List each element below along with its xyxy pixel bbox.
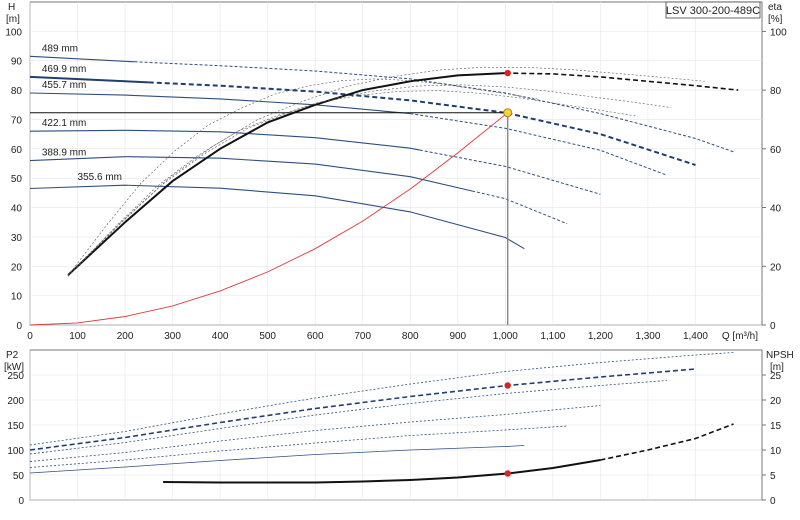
y-tick-label: 10 (11, 292, 23, 303)
head-curve-2 (29, 92, 411, 115)
y-axis-unit: [m] (6, 14, 20, 25)
head-curve-0 (29, 55, 135, 63)
x-tick-label: 1,000 (493, 331, 518, 342)
y2-axis-label: eta (768, 2, 782, 13)
y-tick-label: 40 (11, 204, 23, 215)
npsh-curve (163, 459, 601, 484)
npsh-tick-label: 5 (770, 471, 776, 482)
x-tick-label: 300 (164, 331, 181, 342)
power-curve-4 (29, 425, 568, 468)
bottom-panel: 0 50 100 150 200 250 0 5 10 15 20 25 P2[kW] NPSH[m] (4, 349, 794, 507)
x-tick-label: 1,400 (683, 331, 708, 342)
y-tick-label: 60 (11, 145, 23, 156)
head-curve-label: 355.6 mm (78, 172, 122, 183)
p2-tick-label: 250 (7, 371, 24, 382)
top-panel: 0 100 200 300 400 500 600 700 800 900 1,000 1,100 1,… (5, 1, 787, 342)
power-curve-0 (29, 352, 734, 446)
x-tick-label: 0 (27, 331, 33, 342)
duty-point-power-marker (504, 382, 511, 389)
x-tick-label: 900 (449, 331, 466, 342)
y2-tick-label: 40 (770, 204, 782, 215)
p2-tick-label: 50 (13, 471, 25, 482)
x-tick-label: 1,100 (540, 331, 565, 342)
y-tick-label: 80 (11, 86, 23, 97)
x-tick-label: 700 (354, 331, 371, 342)
head-curve-label: 388.9 mm (42, 148, 86, 159)
head-curve-dashed-4 (471, 190, 568, 225)
head-curve-label: 469.9 mm (42, 64, 86, 75)
head-curve-label: 422.1 mm (42, 118, 86, 129)
head-curve-label: 489 mm (42, 43, 78, 54)
y-tick-label: 100 (5, 27, 22, 38)
npsh-tick-label: 25 (770, 371, 782, 382)
top-plot-frame (29, 1, 763, 326)
x-tick-label: 400 (212, 331, 229, 342)
npsh-tick-label: 20 (770, 396, 782, 407)
head-curve-3 (29, 129, 420, 151)
power-curve-1 (29, 368, 696, 451)
efficiency-curve-family-2 (67, 90, 638, 277)
x-tick-label: 600 (307, 331, 324, 342)
model-label-box: LSV 300-200-489C (665, 1, 761, 19)
p2-tick-label: 100 (7, 446, 24, 457)
head-curve-dashed-0 (134, 61, 734, 153)
y-tick-label: 0 (16, 321, 22, 332)
power-curve-5 (29, 445, 525, 474)
duty-point-head-marker (503, 108, 513, 118)
y-tick-label: 90 (11, 57, 23, 68)
npsh-axis-label: NPSH (766, 350, 794, 361)
power-curve-3 (29, 405, 601, 462)
efficiency-curve-family-0 (67, 78, 538, 276)
y2-tick-label: 20 (770, 262, 782, 273)
x-tick-label: 200 (117, 331, 134, 342)
y2-tick-label: 100 (770, 27, 787, 38)
x-tick-label: 500 (259, 331, 276, 342)
npsh-tick-label: 15 (770, 421, 782, 432)
y-tick-label: 20 (11, 262, 23, 273)
x-tick-label: 1,300 (635, 331, 660, 342)
npsh-curve-dashed (600, 423, 734, 461)
y2-tick-label: 80 (770, 86, 782, 97)
p2-tick-label: 0 (18, 496, 24, 507)
x-tick-label: 100 (69, 331, 86, 342)
npsh-tick-label: 0 (770, 496, 776, 507)
p2-tick-label: 200 (7, 396, 24, 407)
head-curve-1 (29, 75, 149, 84)
efficiency-curve (67, 72, 506, 276)
x-tick-label: 1,200 (588, 331, 613, 342)
p2-axis-label: P2 (6, 350, 19, 361)
y2-tick-label: 60 (770, 145, 782, 156)
duty-point-npsh-marker (504, 470, 511, 477)
p2-tick-label: 150 (7, 421, 24, 432)
head-curve-label: 455.7 mm (42, 80, 86, 91)
system-curve (29, 112, 508, 326)
efficiency-curve-family-3 (67, 66, 705, 275)
y2-tick-label: 0 (770, 321, 776, 332)
y-axis-label: H (8, 2, 15, 13)
model-label: LSV 300-200-489C (666, 5, 760, 17)
head-curve-4 (29, 156, 473, 192)
y-tick-label: 70 (11, 115, 23, 126)
p2-axis-unit: [kW] (4, 362, 24, 373)
y-tick-label: 50 (11, 174, 23, 185)
head-curve-dashed-3 (419, 149, 601, 195)
x-axis-label: Q [m³/h] (722, 331, 758, 342)
duty-point-eta-marker (504, 69, 511, 77)
y2-axis-unit: [%] (768, 14, 783, 25)
head-curve-5 (29, 184, 525, 250)
efficiency-curve-family-1 (67, 84, 672, 277)
npsh-axis-unit: [m] (770, 362, 784, 373)
x-tick-label: 800 (402, 331, 419, 342)
y-tick-label: 30 (11, 233, 23, 244)
npsh-tick-label: 10 (770, 446, 782, 457)
